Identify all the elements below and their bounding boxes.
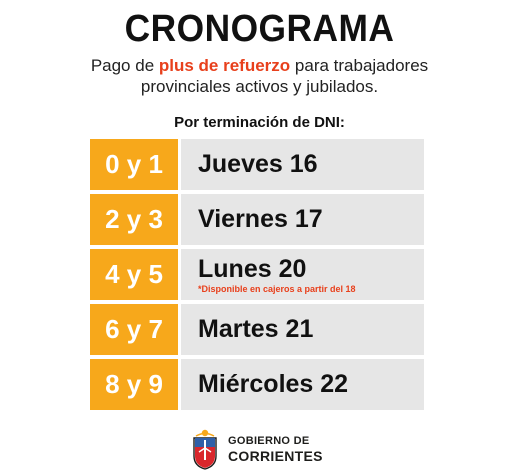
schedule-row-2-3: 2 y 3 Viernes 17	[90, 194, 424, 245]
subtitle-before: Pago de	[90, 56, 159, 75]
schedule-row-8-9: 8 y 9 Miércoles 22	[90, 359, 424, 410]
subtitle-highlight: plus de refuerzo	[158, 56, 291, 75]
schedule-row-0-1: 0 y 1 Jueves 16	[90, 139, 424, 190]
payment-day-cell: Martes 21	[181, 304, 424, 355]
wordmark-line-1: GOBIERNO DE	[228, 435, 310, 447]
payment-day: Jueves 16	[198, 150, 318, 178]
wordmark-line-2: CORRIENTES	[228, 448, 323, 464]
payment-day-cell: Jueves 16	[181, 139, 424, 190]
payment-day: Viernes 17	[198, 205, 323, 233]
dni-digits: 0 y 1	[90, 139, 178, 190]
dni-digits: 6 y 7	[90, 304, 178, 355]
government-wordmark: GOBIERNO DE CORRIENTES	[228, 434, 323, 464]
subtitle: Pago de plus de refuerzo para trabajador…	[0, 55, 519, 97]
government-logo: GOBIERNO DE CORRIENTES	[190, 427, 323, 471]
schedule-row-6-7: 6 y 7 Martes 21	[90, 304, 424, 355]
schedule-row-4-5: 4 y 5 Lunes 20 *Disponible en cajeros a …	[90, 249, 424, 300]
schedule-table: 0 y 1 Jueves 16 2 y 3 Viernes 17 4 y 5 L…	[90, 139, 424, 414]
dni-label: Por terminación de DNI:	[174, 114, 345, 131]
payment-day-cell: Miércoles 22	[181, 359, 424, 410]
payment-day: Martes 21	[198, 315, 314, 343]
atm-availability-note: *Disponible en cajeros a partir del 18	[198, 283, 356, 294]
subtitle-line2: provinciales activos y jubilados.	[140, 77, 379, 96]
subtitle-after: para trabajadores	[290, 56, 429, 75]
payment-day: Miércoles 22	[198, 370, 349, 398]
dni-digits: 2 y 3	[90, 194, 178, 245]
dni-digits: 8 y 9	[90, 359, 178, 410]
payment-day-cell: Viernes 17	[181, 194, 424, 245]
payment-day: Lunes 20	[198, 254, 307, 283]
payment-day-cell: Lunes 20 *Disponible en cajeros a partir…	[181, 249, 424, 300]
page-title: CRONOGRAMA	[124, 8, 395, 50]
dni-digits: 4 y 5	[90, 249, 178, 300]
provincial-coat-of-arms-icon	[190, 428, 220, 470]
